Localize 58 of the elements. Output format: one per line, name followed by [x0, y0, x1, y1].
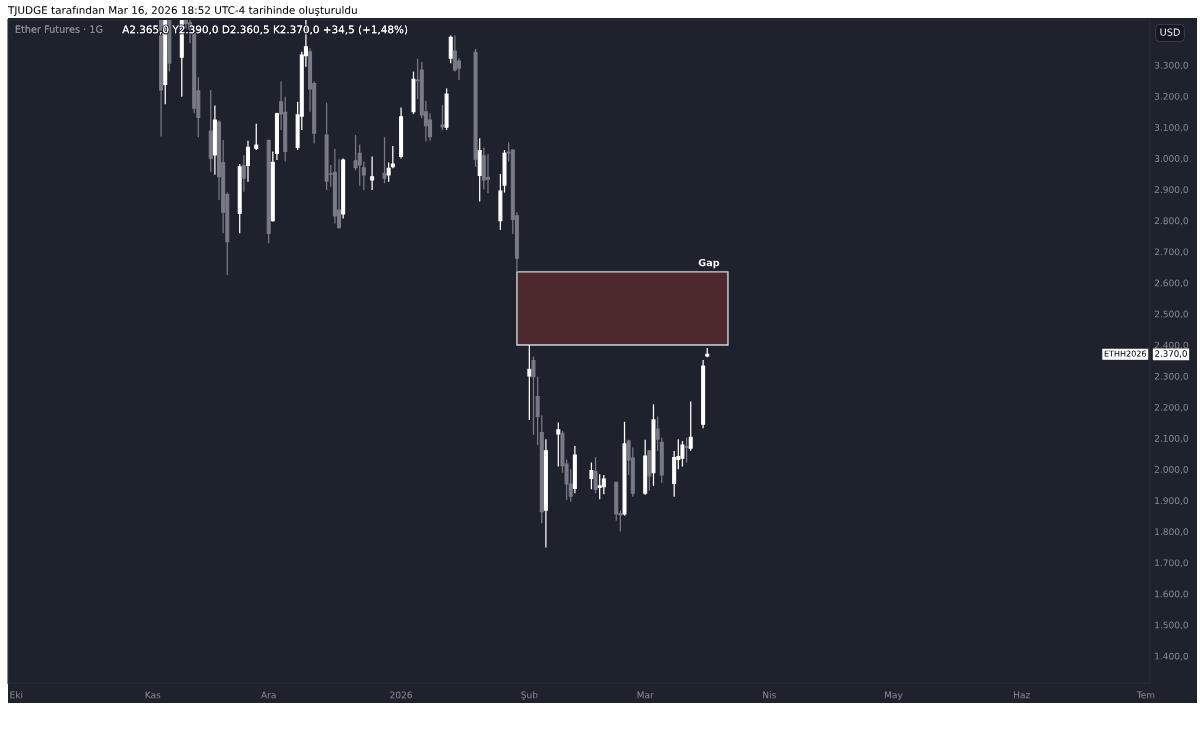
candlestick	[254, 123, 259, 151]
candlestick	[245, 140, 250, 183]
candlestick	[448, 34, 453, 64]
y-tick-label: 3.300,0	[1154, 61, 1189, 70]
candlestick	[597, 473, 602, 500]
y-tick-label: 2.800,0	[1154, 217, 1189, 226]
candlestick	[527, 344, 532, 421]
x-tick-label: Nis	[763, 691, 776, 699]
y-tick-label: 2.100,0	[1154, 434, 1189, 443]
candlestick	[386, 161, 391, 183]
x-tick-label: Tem	[1136, 691, 1155, 699]
candlestick	[680, 440, 685, 468]
x-tick-label: Kas	[145, 691, 161, 699]
y-tick-label: 3.100,0	[1154, 124, 1189, 132]
x-tick-label: Şub	[521, 691, 538, 700]
y-tick-label: 2.000,0	[1154, 466, 1189, 474]
text: 2.370,0	[1155, 350, 1187, 358]
chart-title: Ether Futures · 1G	[15, 25, 103, 33]
y-tick-label: 2.300,0	[1154, 372, 1189, 381]
candlestick	[481, 146, 486, 191]
y-tick-label: 1.700,0	[1155, 559, 1189, 568]
x-tick-label: Mar	[637, 691, 654, 699]
y-tick-label: 1.900,0	[1155, 497, 1189, 505]
candlestick	[531, 355, 536, 436]
candlestick	[601, 474, 606, 495]
candlestick	[390, 145, 395, 169]
y-tick-label: 2.700,0	[1154, 248, 1189, 257]
y-tick-label: 2.900,0	[1154, 186, 1189, 194]
band-label: Gap	[698, 258, 720, 269]
y-tick-label: 1.800,0	[1155, 528, 1189, 537]
y-tick-label: 2.600,0	[1154, 279, 1189, 288]
y-tick-label: 2.400,0	[1154, 341, 1189, 350]
x-tick-label: Haz	[1014, 691, 1030, 699]
candlestick	[593, 456, 598, 494]
candlestick	[485, 153, 490, 194]
candlestick	[241, 154, 246, 193]
candlestick	[688, 400, 693, 452]
candlestick	[556, 421, 561, 468]
y-tick-label: 2.200,0	[1154, 403, 1189, 412]
x-tick-label: Eki	[10, 691, 23, 699]
candlestick	[382, 136, 387, 184]
y-tick-label: 1.600,0	[1155, 590, 1189, 599]
text: TJUDGE tarafından Mar 16, 2026 18:52 UTC-4 tarihinde oluşturuldu	[7, 5, 357, 16]
y-tick-label: 2.500,0	[1154, 310, 1189, 319]
candlestick	[370, 155, 375, 191]
y-tick-label: 1.500,0	[1155, 621, 1189, 630]
y-tick-label: 1.400,0	[1155, 652, 1189, 661]
x-tick-label: 2026	[390, 691, 412, 699]
text: USD	[1160, 28, 1180, 36]
candlestick	[357, 143, 362, 187]
candlestick	[684, 437, 689, 464]
x-tick-label: May	[885, 691, 903, 701]
y-tick-label: 3.000,0	[1154, 155, 1189, 163]
x-tick-label: Ara	[261, 691, 276, 699]
candlestick	[440, 104, 445, 131]
candlestick	[589, 461, 594, 490]
y-tick-label: 3.200,0	[1154, 92, 1189, 101]
annotation: ETHH2026	[1104, 350, 1147, 357]
